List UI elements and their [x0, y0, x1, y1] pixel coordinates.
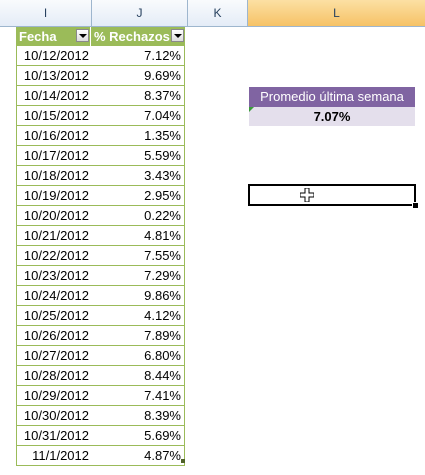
- table-row: 10/31/2012 5.69%: [16, 426, 185, 446]
- date-cell[interactable]: 10/20/2012: [16, 206, 91, 226]
- date-cell[interactable]: 10/22/2012: [16, 246, 91, 266]
- table-row: 10/21/2012 4.81%: [16, 226, 185, 246]
- table-row: 10/22/2012 7.55%: [16, 246, 185, 266]
- table-row: 10/14/2012 8.37%: [16, 86, 185, 106]
- date-cell[interactable]: 10/31/2012: [16, 426, 91, 446]
- date-cell[interactable]: 10/24/2012: [16, 286, 91, 306]
- header-fecha-label: Fecha: [19, 29, 57, 44]
- rejection-cell[interactable]: 5.59%: [91, 146, 185, 166]
- date-cell[interactable]: 10/23/2012: [16, 266, 91, 286]
- column-header-l[interactable]: L: [248, 0, 425, 26]
- date-cell[interactable]: 10/29/2012: [16, 386, 91, 406]
- date-cell[interactable]: 10/19/2012: [16, 186, 91, 206]
- date-cell[interactable]: 10/15/2012: [16, 106, 91, 126]
- error-indicator-icon: [249, 107, 254, 112]
- header-rechazos-label: % Rechazos: [94, 29, 170, 44]
- date-cell[interactable]: 10/17/2012: [16, 146, 91, 166]
- table-row: 10/28/2012 8.44%: [16, 366, 185, 386]
- table-row: 10/26/2012 7.89%: [16, 326, 185, 346]
- rejection-cell[interactable]: 4.81%: [91, 226, 185, 246]
- rejection-cell[interactable]: 7.89%: [91, 326, 185, 346]
- table-row: 10/27/2012 6.80%: [16, 346, 185, 366]
- date-cell[interactable]: 10/14/2012: [16, 86, 91, 106]
- date-cell[interactable]: 10/18/2012: [16, 166, 91, 186]
- rejection-cell[interactable]: 8.37%: [91, 86, 185, 106]
- rejection-cell[interactable]: 7.04%: [91, 106, 185, 126]
- column-header-bar: I J K L: [0, 0, 425, 27]
- rejection-cell[interactable]: 4.12%: [91, 306, 185, 326]
- table-row: 10/24/2012 9.86%: [16, 286, 185, 306]
- date-cell[interactable]: 10/12/2012: [16, 46, 91, 66]
- rejection-cell[interactable]: 5.69%: [91, 426, 185, 446]
- rejection-cell[interactable]: 7.41%: [91, 386, 185, 406]
- rejection-cell[interactable]: 7.29%: [91, 266, 185, 286]
- column-header-k[interactable]: K: [188, 0, 248, 26]
- rejection-cell[interactable]: 8.39%: [91, 406, 185, 426]
- date-cell[interactable]: 10/21/2012: [16, 226, 91, 246]
- table-row: 10/18/2012 3.43%: [16, 166, 185, 186]
- rejection-cell[interactable]: 9.86%: [91, 286, 185, 306]
- rejection-cell[interactable]: 1.35%: [91, 126, 185, 146]
- table-row: 10/16/2012 1.35%: [16, 126, 185, 146]
- date-cell[interactable]: 10/13/2012: [16, 66, 91, 86]
- date-cell[interactable]: 10/25/2012: [16, 306, 91, 326]
- rejection-cell[interactable]: 7.12%: [91, 46, 185, 66]
- date-cell[interactable]: 10/26/2012: [16, 326, 91, 346]
- filter-dropdown-icon[interactable]: [76, 29, 89, 42]
- column-header-i[interactable]: I: [0, 0, 92, 26]
- table-row: 10/25/2012 4.12%: [16, 306, 185, 326]
- header-fecha[interactable]: Fecha: [16, 27, 91, 46]
- summary-label[interactable]: Promedio última semana: [249, 87, 415, 107]
- date-cell[interactable]: 11/1/2012: [16, 446, 91, 466]
- table-row: 10/17/2012 5.59%: [16, 146, 185, 166]
- date-cell[interactable]: 10/28/2012: [16, 366, 91, 386]
- table-row: 10/23/2012 7.29%: [16, 266, 185, 286]
- rejection-cell[interactable]: 7.55%: [91, 246, 185, 266]
- date-cell[interactable]: 10/30/2012: [16, 406, 91, 426]
- column-header-j[interactable]: J: [92, 0, 188, 26]
- summary-value[interactable]: 7.07%: [249, 107, 415, 126]
- date-cell[interactable]: 10/16/2012: [16, 126, 91, 146]
- table-row: 10/30/2012 8.39%: [16, 406, 185, 426]
- rejection-cell[interactable]: 6.80%: [91, 346, 185, 366]
- rejection-cell[interactable]: 4.87%: [91, 446, 185, 466]
- table-resize-handle[interactable]: [181, 459, 185, 463]
- table-row: 10/15/2012 7.04%: [16, 106, 185, 126]
- cross-cursor-icon: [300, 188, 314, 202]
- table-row: 10/20/2012 0.22%: [16, 206, 185, 226]
- rejection-cell[interactable]: 2.95%: [91, 186, 185, 206]
- fill-handle[interactable]: [412, 202, 419, 209]
- table-row: 10/13/2012 9.69%: [16, 66, 185, 86]
- table-row: 10/19/2012 2.95%: [16, 186, 185, 206]
- rejection-cell[interactable]: 8.44%: [91, 366, 185, 386]
- table-row: 11/1/2012 4.87%: [16, 446, 185, 466]
- date-cell[interactable]: 10/27/2012: [16, 346, 91, 366]
- table-row: 10/12/2012 7.12%: [16, 46, 185, 66]
- header-rechazos[interactable]: % Rechazos: [91, 27, 185, 46]
- rejection-cell[interactable]: 0.22%: [91, 206, 185, 226]
- rejection-cell[interactable]: 3.43%: [91, 166, 185, 186]
- rejection-cell[interactable]: 9.69%: [91, 66, 185, 86]
- filter-dropdown-icon[interactable]: [171, 29, 184, 42]
- table-row: 10/29/2012 7.41%: [16, 386, 185, 406]
- active-cell[interactable]: [248, 184, 416, 206]
